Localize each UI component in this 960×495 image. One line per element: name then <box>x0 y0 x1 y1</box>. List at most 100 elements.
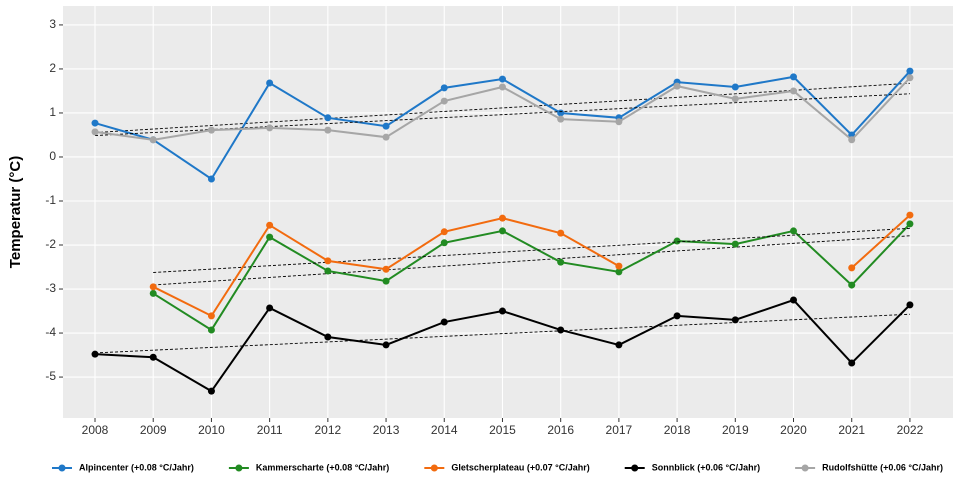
x-tick-label: 2013 <box>373 423 400 437</box>
data-point <box>498 83 506 91</box>
legend-marker <box>235 464 243 472</box>
data-point <box>498 227 506 235</box>
y-tick-label: 2 <box>49 61 56 75</box>
x-tick-label: 2011 <box>257 423 283 437</box>
data-point <box>382 122 390 130</box>
data-point <box>207 387 215 395</box>
x-tick-label: 2018 <box>664 423 691 437</box>
legend-marker <box>58 464 66 472</box>
data-point <box>790 73 798 81</box>
data-point <box>906 220 914 228</box>
legend-label: Rudolfshütte (+0.06 °C/Jahr) <box>822 462 943 472</box>
data-point <box>324 257 332 265</box>
data-point <box>848 359 856 367</box>
y-tick-label: -2 <box>45 237 56 251</box>
data-point <box>906 211 914 219</box>
trend-line <box>94 82 910 134</box>
data-point <box>382 133 390 141</box>
legend-item: Alpincenter (+0.08 °C/Jahr) <box>52 462 194 472</box>
data-point <box>207 326 215 334</box>
data-point <box>615 262 623 270</box>
data-point <box>91 119 99 127</box>
data-point <box>324 333 332 341</box>
data-point <box>91 128 99 136</box>
trend-line <box>94 313 910 354</box>
data-point <box>207 126 215 134</box>
data-point <box>149 283 157 291</box>
x-tick-label: 2010 <box>198 423 225 437</box>
x-tick-label: 2008 <box>82 423 109 437</box>
data-point <box>615 268 623 276</box>
y-tick-label: 1 <box>49 105 56 119</box>
legend-item: Rudolfshütte (+0.06 °C/Jahr) <box>795 462 943 472</box>
data-point <box>557 258 565 266</box>
data-point <box>498 214 506 222</box>
data-point <box>324 114 332 122</box>
data-point <box>848 281 856 289</box>
trend-line <box>153 235 910 286</box>
data-point <box>324 267 332 275</box>
legend-label: Gletscherplateau (+0.07 °C/Jahr) <box>451 462 589 472</box>
data-point <box>498 75 506 83</box>
legend-item: Gletscherplateau (+0.07 °C/Jahr) <box>424 462 590 472</box>
data-point <box>382 277 390 285</box>
data-point <box>207 175 215 183</box>
legend-item: Kammerscharte (+0.08 °C/Jahr) <box>228 462 389 472</box>
legend-label: Alpincenter (+0.08 °C/Jahr) <box>79 462 194 472</box>
x-tick-label: 2019 <box>722 423 749 437</box>
data-point <box>440 239 448 247</box>
series-line <box>851 214 911 269</box>
data-point <box>382 341 390 349</box>
data-point <box>382 265 390 273</box>
data-point <box>266 304 274 312</box>
data-point <box>790 296 798 304</box>
legend-marker <box>631 464 639 472</box>
data-point <box>790 87 798 95</box>
legend-marker <box>801 464 809 472</box>
data-point <box>615 341 623 349</box>
data-point <box>848 264 856 272</box>
data-point <box>731 240 739 248</box>
y-axis-label: Temperatur (°C) <box>7 156 24 268</box>
y-tick-label: 0 <box>49 149 56 163</box>
data-point <box>149 136 157 144</box>
data-point <box>906 74 914 82</box>
trend-line <box>153 227 910 273</box>
panel <box>63 6 953 418</box>
legend-label: Kammerscharte (+0.08 °C/Jahr) <box>256 462 389 472</box>
data-point <box>266 233 274 241</box>
data-point <box>906 67 914 75</box>
data-point <box>557 326 565 334</box>
data-point <box>731 95 739 103</box>
data-point <box>673 237 681 245</box>
x-tick-label: 2022 <box>897 423 924 437</box>
y-tick-label: 3 <box>49 17 56 31</box>
x-tick-label: 2015 <box>489 423 516 437</box>
data-point <box>790 227 798 235</box>
x-tick-label: 2017 <box>606 423 633 437</box>
y-tick-label: -4 <box>45 325 56 339</box>
data-point <box>324 126 332 134</box>
data-point <box>673 82 681 90</box>
x-tick-label: 2009 <box>140 423 167 437</box>
data-point <box>440 97 448 105</box>
data-point <box>91 350 99 358</box>
x-tick-label: 2012 <box>314 423 341 437</box>
data-point <box>266 79 274 87</box>
data-point <box>731 316 739 324</box>
x-tick-label: 2014 <box>431 423 458 437</box>
legend-item: Sonnblick (+0.06 °C/Jahr) <box>624 462 760 472</box>
data-point <box>557 115 565 123</box>
data-point <box>440 318 448 326</box>
data-point <box>557 109 565 117</box>
y-tick-label: -3 <box>45 281 56 295</box>
data-point <box>498 307 506 315</box>
legend-marker <box>430 464 438 472</box>
data-point <box>557 229 565 237</box>
data-point <box>440 228 448 236</box>
y-tick-label: -5 <box>45 369 56 383</box>
data-point <box>848 136 856 144</box>
data-point <box>440 84 448 92</box>
data-point <box>906 301 914 309</box>
